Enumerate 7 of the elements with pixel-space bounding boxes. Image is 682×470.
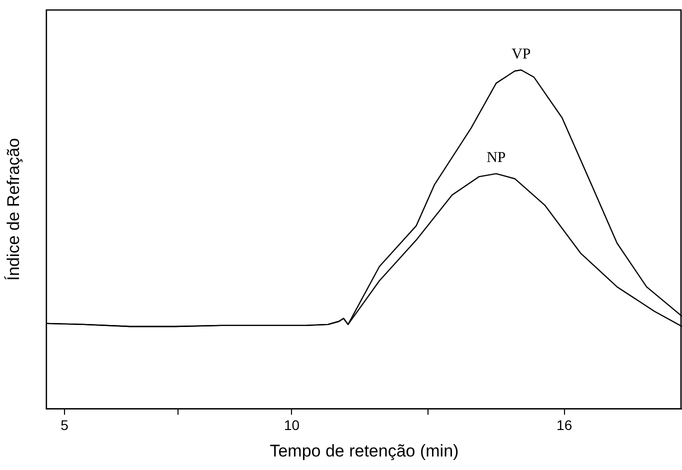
series-label: VP [512,46,531,62]
x-tick-label: 16 [556,417,572,434]
x-axis-title: Tempo de retenção (min) [270,441,459,460]
y-axis-title: Índice de Refração [4,138,23,281]
series-label: NP [486,150,506,166]
x-tick-label: 5 [60,417,69,434]
x-tick-label: 10 [284,417,300,434]
